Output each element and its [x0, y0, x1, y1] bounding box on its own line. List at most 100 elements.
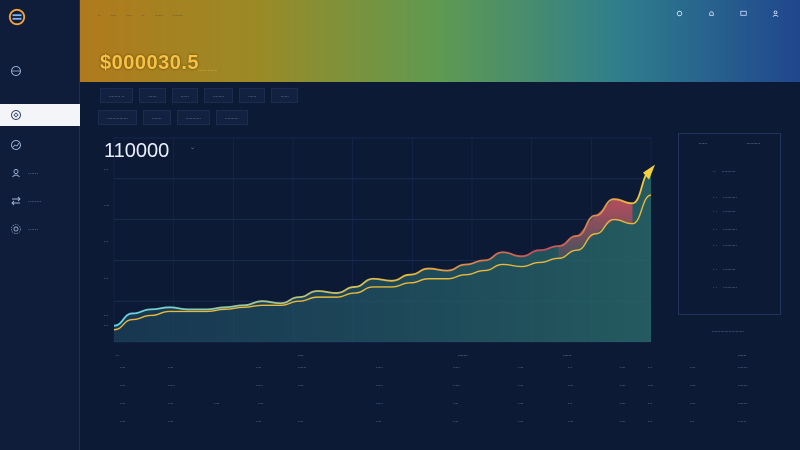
- filter-chip[interactable]: ......: [171, 88, 198, 103]
- orderbook-row[interactable]: ............: [713, 168, 736, 174]
- user-icon: [12, 169, 20, 178]
- filter-chip[interactable]: ........ ..: [100, 88, 134, 103]
- table-cell: ...: [690, 418, 695, 424]
- sidebar-item-label: ........: [28, 198, 42, 204]
- sidebar-item-chart[interactable]: [0, 134, 80, 156]
- table-cell: ....: [168, 400, 174, 406]
- top-nav: .. .... .... .. ...... .......: [98, 12, 183, 18]
- table-cell: ....: [256, 364, 262, 370]
- table-cell: ...: [568, 400, 573, 406]
- top-nav-item[interactable]: ....: [126, 12, 132, 18]
- series-area: [114, 170, 651, 342]
- filter-chip[interactable]: ......: [139, 88, 166, 103]
- table-header-cell: .......: [458, 352, 468, 358]
- header-banner: .. .... .... .. ...... ....... $000030.5…: [80, 0, 800, 82]
- sidebar-item-exchange[interactable]: ........: [0, 190, 80, 212]
- table-cell: ...: [648, 418, 653, 424]
- table-row[interactable]: .... .... .... .... .... .... .... .... …: [108, 418, 768, 436]
- table-cell: ....: [120, 400, 126, 406]
- orderbook-cell: . .: [713, 266, 718, 272]
- orderbook-cell: .........: [723, 266, 736, 272]
- orderbook-row[interactable]: . ..........: [713, 208, 736, 214]
- orderbook-cell: . .: [713, 226, 718, 232]
- table-cell: .......: [738, 382, 748, 388]
- table-cell: ......: [298, 364, 307, 370]
- table-cell: ....: [568, 418, 574, 424]
- table-cell: ....: [258, 400, 264, 406]
- orderbook-row[interactable]: . ..........: [713, 266, 736, 272]
- filter-bar: ........ .. ...... ...... ........ .....…: [100, 88, 298, 103]
- sidebar-item-label: ......: [28, 170, 39, 176]
- top-nav-item[interactable]: .......: [173, 12, 183, 18]
- tab-item[interactable]: ...............: [98, 110, 137, 125]
- series-line-primary: [113, 169, 652, 327]
- highlight-band: [558, 199, 633, 259]
- table-header-row: .. .... ....... ...... ......: [108, 350, 768, 368]
- sidebar-item-globe[interactable]: [0, 60, 80, 82]
- table-cell: ....: [518, 400, 524, 406]
- y-tick-label: ...: [104, 322, 109, 328]
- chevron-down-icon[interactable]: ⌄: [190, 145, 196, 151]
- table-cell: ....: [518, 364, 524, 370]
- sidebar-item-wallet[interactable]: [0, 104, 80, 126]
- table-cell: ....: [298, 382, 304, 388]
- orderbook-panel: ...... .......... ............ . .......…: [678, 133, 781, 315]
- balance-value: $000030.5: [100, 52, 200, 74]
- table-cell: ....: [453, 418, 459, 424]
- table-row[interactable]: .... .... .... .... ..... .... .... ... …: [108, 400, 768, 418]
- top-nav-item[interactable]: ....: [110, 12, 117, 18]
- price-chart: [113, 137, 655, 343]
- table-cell: ....: [120, 418, 126, 424]
- table-cell: .......: [738, 364, 748, 370]
- filter-chip[interactable]: ........: [203, 88, 234, 103]
- tab-bar: ............... ....... ........... ....…: [98, 110, 248, 125]
- orderbook-row[interactable]: . ...........: [713, 284, 737, 290]
- orderbook-cell: ..........: [723, 284, 738, 290]
- table-cell: ....: [214, 400, 220, 406]
- orderbook-cell: . .: [713, 284, 718, 290]
- top-icons: [674, 8, 780, 18]
- orderbook-cell: .........: [723, 208, 736, 214]
- table-cell: .....: [256, 382, 263, 388]
- table-cell: ...: [568, 364, 573, 370]
- table-header-cell: ......: [563, 352, 572, 358]
- orderbook-row[interactable]: . ...........: [713, 242, 737, 248]
- orderbook-row[interactable]: . ...........: [713, 226, 737, 232]
- balance-subtitle: ...... .......: [198, 67, 218, 73]
- y-tick-label: ...: [104, 238, 109, 244]
- orderbook-row[interactable]: . ...........: [713, 194, 737, 200]
- filter-chip[interactable]: ......: [271, 88, 298, 103]
- table-cell: ...: [648, 400, 653, 406]
- message-icon[interactable]: [738, 8, 748, 18]
- logo-icon: [8, 8, 26, 26]
- table-cell: ....: [168, 364, 174, 370]
- sidebar-item-settings[interactable]: ......: [0, 218, 80, 240]
- y-tick-label: ...: [104, 312, 109, 318]
- table-row[interactable]: .... .... .... ...... ..... ..... .... .…: [108, 364, 768, 382]
- table-cell: ......: [738, 418, 747, 424]
- settings-icon: [11, 224, 21, 234]
- profile-icon[interactable]: [770, 8, 780, 18]
- table-cell: ...: [648, 364, 653, 370]
- table-cell: ....: [690, 400, 696, 406]
- table-cell: .....: [376, 400, 383, 406]
- top-nav-item[interactable]: ..: [98, 12, 101, 18]
- orderbook-header-cell: ..........: [746, 140, 761, 146]
- tab-item[interactable]: ...........: [176, 110, 210, 125]
- sidebar-item-user[interactable]: ......: [0, 162, 80, 184]
- sidebar-item-label: ......: [28, 226, 39, 232]
- top-nav-item[interactable]: ..: [141, 12, 145, 18]
- table-cell: .....: [376, 364, 383, 370]
- orderbook-cell: ..........: [723, 226, 738, 232]
- table-row[interactable]: .... ..... ..... .... ..... ..... .... .…: [108, 382, 768, 400]
- filter-chip[interactable]: ......: [239, 88, 266, 103]
- gear-icon[interactable]: [674, 8, 684, 18]
- top-nav-item[interactable]: ......: [154, 12, 164, 18]
- tab-item[interactable]: ..........: [215, 110, 248, 125]
- y-tick-label: ...: [104, 166, 109, 172]
- tab-item[interactable]: .......: [142, 110, 171, 125]
- y-tick-label: ...: [104, 275, 109, 281]
- orderbook-cell: . .: [713, 242, 718, 248]
- bell-icon[interactable]: [706, 8, 716, 18]
- table-cell: ....: [376, 418, 382, 424]
